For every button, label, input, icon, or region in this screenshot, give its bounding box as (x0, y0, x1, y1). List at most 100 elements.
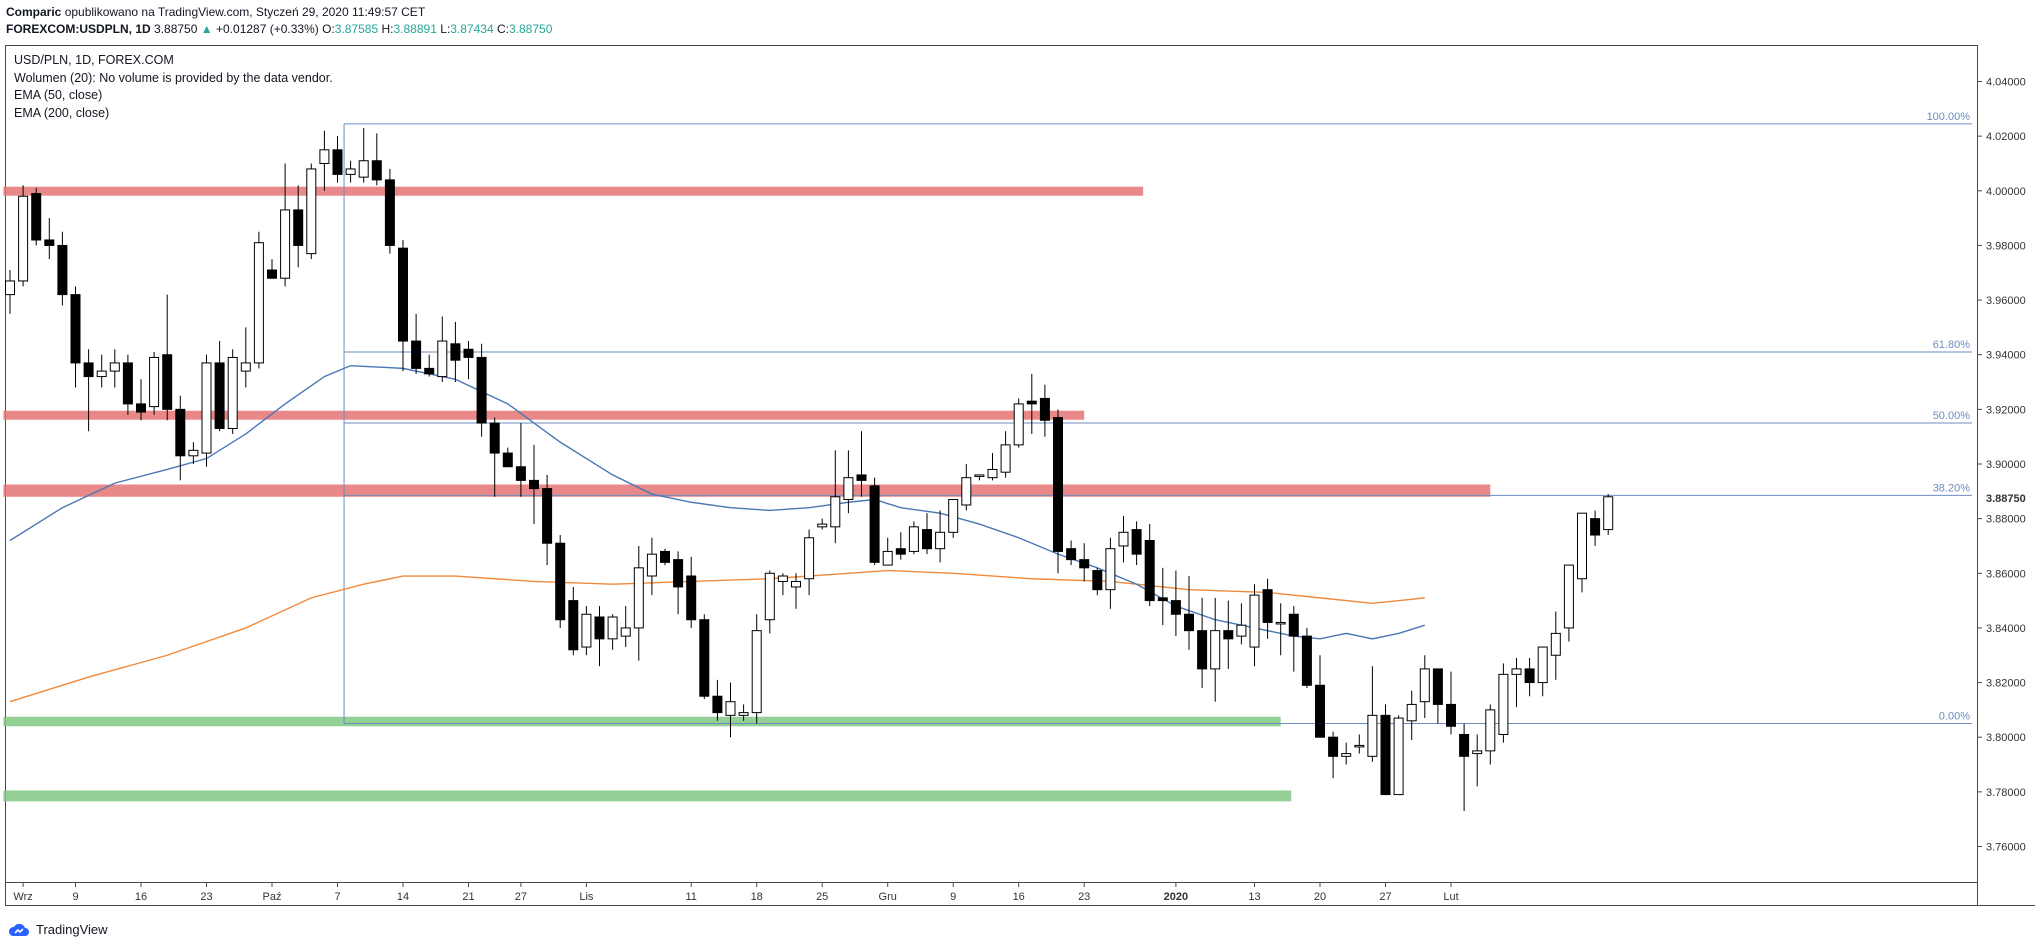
candle-body (188, 449, 199, 457)
legend-ema200[interactable]: EMA (200, close) (14, 105, 110, 120)
candle-body (1563, 564, 1574, 629)
price-axis[interactable]: 4.04000 4.02000 4.00000 3.98000 3.96000 3.940… (1977, 77, 2036, 854)
candle-body (817, 523, 828, 528)
candle-body (1000, 444, 1011, 473)
fib-level-label: 0.00% (1939, 711, 1970, 723)
candle-body (581, 613, 592, 648)
candle-body (1315, 684, 1325, 738)
candle-body (450, 343, 461, 361)
time-tick-label: 9 (950, 891, 956, 903)
tradingview-cloud-icon (8, 923, 29, 936)
time-tick-label: Lis (579, 891, 594, 903)
candle-body (57, 244, 68, 296)
resistance-zone (3, 410, 1085, 420)
candle-body (830, 496, 841, 528)
price-tick-label: 4.02000 (1986, 131, 2026, 143)
candle-body (515, 466, 526, 481)
time-tick-label: 18 (751, 891, 763, 903)
time-tick-label: 13 (1248, 891, 1260, 903)
candle-body (594, 616, 605, 640)
candle-body (1118, 531, 1129, 547)
low-label: L: (440, 22, 451, 36)
candle-body (411, 340, 422, 369)
candle-body (646, 553, 657, 577)
candle-body (764, 572, 775, 621)
candle-body (122, 362, 133, 405)
legend-title[interactable]: USD/PLN, 1D, FOREX.COM (14, 53, 174, 67)
time-tick-label: 20 (1314, 891, 1326, 903)
candle-body (1537, 646, 1548, 684)
candle-body (293, 209, 304, 246)
low-value: 3.87434 (450, 22, 494, 36)
candlestick-series (5, 127, 1614, 811)
fib-level-label: 100.00% (1927, 111, 1971, 123)
candle-body (1354, 744, 1365, 748)
publish-line: Comparic opublikowano na TradingView.com… (6, 4, 552, 21)
resistance-zone (3, 186, 1144, 196)
time-tick-label: 16 (1013, 891, 1025, 903)
candle-body (1301, 635, 1312, 686)
candle-body (1144, 539, 1155, 602)
candle-body (109, 362, 120, 372)
candle-body (1079, 559, 1090, 569)
candle-body (345, 168, 356, 175)
publish-info: opublikowano na TradingView.com, Styczeń… (61, 5, 426, 19)
support-zone (3, 716, 1281, 727)
price-tick-label: 3.80000 (1986, 732, 2026, 744)
last-price: 3.88750 (154, 22, 198, 36)
candle-body (712, 695, 723, 714)
footer-brand: TradingView (8, 922, 108, 937)
up-arrow-icon: ▲ (200, 22, 213, 36)
candle-body (738, 712, 749, 716)
candle-body (253, 242, 264, 364)
candle-body (5, 280, 15, 296)
candle-body (1432, 668, 1443, 705)
price-tick-label: 4.04000 (1986, 77, 2026, 89)
candle-body (463, 348, 474, 358)
time-tick-label: 9 (72, 891, 78, 903)
candle-body (31, 193, 42, 241)
candle-body (96, 370, 107, 378)
candle-body (1131, 529, 1142, 555)
candle-body (555, 542, 566, 621)
candle-body (437, 340, 448, 378)
time-tick-label: 23 (200, 891, 212, 903)
time-tick-label: 25 (816, 891, 828, 903)
candle-body (1197, 630, 1208, 670)
candle-body (1157, 597, 1168, 602)
time-axis[interactable]: Wrz 9 16 23 Paź 7 14 21 27 Lis 11 18 25 Gru 9 16 23 2020 1… (13, 882, 1459, 903)
chart-header: Comparic opublikowano na TradingView.com… (6, 4, 552, 38)
time-tick-label: 7 (334, 891, 340, 903)
open-label: O: (322, 22, 335, 36)
candle-body (620, 627, 631, 637)
candle-body (935, 531, 946, 550)
time-tick-label: 21 (462, 891, 474, 903)
price-zones (3, 186, 1491, 802)
candle-body (1524, 668, 1535, 684)
candle-body (502, 452, 513, 468)
candle-body (267, 269, 277, 279)
open-value: 3.87585 (334, 22, 379, 36)
candle-body (1419, 668, 1430, 703)
author-name[interactable]: Comparic (6, 5, 62, 19)
candle-body (686, 575, 697, 621)
legend-ema50[interactable]: EMA (50, close) (14, 88, 103, 102)
time-tick-label: Paź (263, 891, 282, 903)
candle-body (1275, 621, 1286, 625)
candle-body (1511, 668, 1522, 675)
price-change: +0.01287 (+0.33%) (216, 22, 319, 36)
candle-body (1288, 613, 1299, 637)
candle-body (162, 354, 173, 410)
candle-body (529, 479, 539, 490)
candle-body (358, 160, 369, 178)
legend-volume[interactable]: Wolumen (20): No volume is provided by t… (14, 70, 333, 85)
brand-name[interactable]: TradingView (36, 922, 108, 937)
last-price-box (1978, 490, 2036, 507)
time-tick-label: Lut (1443, 891, 1458, 903)
candle-body (699, 619, 710, 697)
price-tick-label: 3.88000 (1986, 514, 2026, 526)
candle-body (1026, 400, 1037, 405)
time-tick-label: Gru (879, 891, 897, 903)
candle-body (70, 294, 81, 364)
